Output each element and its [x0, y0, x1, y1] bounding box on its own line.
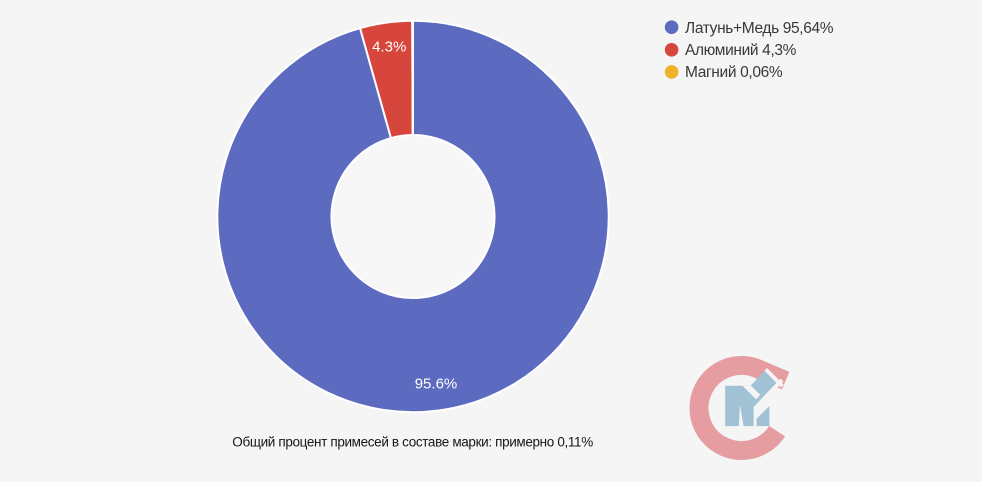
svg-text:Алюминий 4,3%: Алюминий 4,3%	[685, 42, 797, 59]
svg-text:Латунь+Медь 95,64%: Латунь+Медь 95,64%	[685, 20, 834, 37]
svg-text:95.6%: 95.6%	[415, 376, 458, 393]
svg-text:Общий процент примесей в соста: Общий процент примесей в составе марки: …	[232, 435, 593, 450]
svg-text:Магний 0,06%: Магний 0,06%	[685, 64, 783, 81]
svg-text:4.3%: 4.3%	[372, 38, 406, 55]
